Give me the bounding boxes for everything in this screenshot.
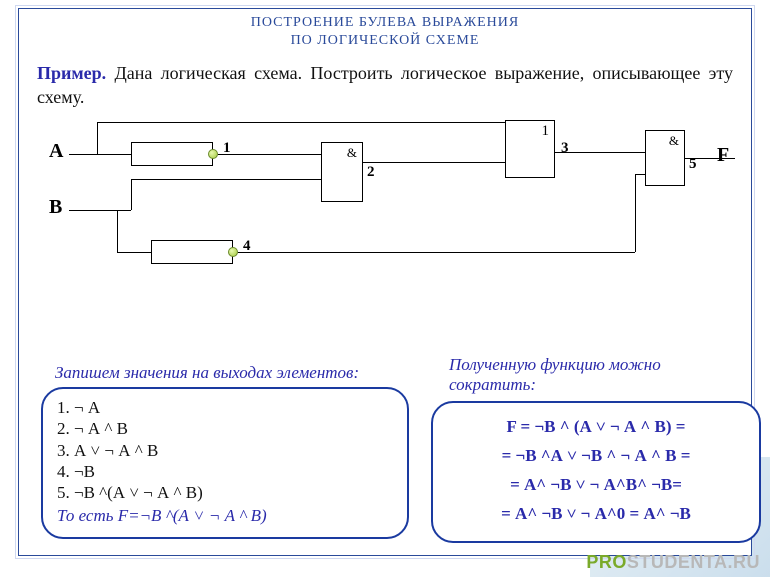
wire — [555, 152, 645, 153]
left-line-5: 5. ¬В ^(А ˅ ¬ А ^ В) — [57, 482, 393, 503]
left-line-3: 3. А ˅ ¬ А ^ В — [57, 440, 393, 461]
or-symbol: 1 — [542, 123, 550, 140]
left-line-4: 4. ¬В — [57, 461, 393, 482]
right-caption: Полученную функцию можно сократить: — [449, 355, 749, 396]
title-line-2: ПО ЛОГИЧЕСКОЙ СХЕМЕ — [19, 33, 751, 49]
right-line-3: = А^ ¬В ˅ ¬ А^В^ ¬В= — [445, 471, 747, 500]
right-line-2: = ¬В ^А ˅ ¬В ^ ¬ А ^ В = — [445, 442, 747, 471]
wire — [635, 174, 645, 175]
inverter-1 — [131, 142, 213, 166]
left-line-2: 2. ¬ А ^ В — [57, 418, 393, 439]
watermark-rest: STUDENTA.RU — [627, 552, 760, 572]
wire — [218, 154, 321, 155]
example-label: Пример. — [37, 63, 106, 83]
left-line-1: 1. ¬ А — [57, 397, 393, 418]
watermark-pro: PRO — [586, 552, 627, 572]
gate-num-3: 3 — [561, 140, 569, 157]
right-box: F = ¬В ^ (А ˅ ¬ А ^ В) = = ¬В ^А ˅ ¬В ^ … — [431, 401, 761, 543]
output-label-f: F — [717, 144, 729, 167]
wire — [685, 158, 735, 159]
wire — [131, 179, 321, 180]
wire — [69, 154, 131, 155]
right-line-1: F = ¬В ^ (А ˅ ¬ А ^ В) = — [445, 413, 747, 442]
title-block: ПОСТРОЕНИЕ БУЛЕВА ВЫРАЖЕНИЯ ПО ЛОГИЧЕСКО… — [19, 9, 751, 49]
left-final: То есть F=¬В ^(А ˅ ¬ А ^ В) — [57, 505, 393, 526]
right-line-4: = А^ ¬В ˅ ¬ А^0 = А^ ¬В — [445, 500, 747, 529]
wire — [69, 210, 131, 211]
input-label-b: B — [49, 196, 62, 219]
inverter-1-bubble — [208, 149, 218, 159]
gate-num-2: 2 — [367, 164, 375, 181]
title-line-1: ПОСТРОЕНИЕ БУЛЕВА ВЫРАЖЕНИЯ — [19, 15, 751, 31]
wire — [97, 122, 98, 154]
wire — [117, 210, 118, 252]
and-gate-5: & — [645, 130, 685, 186]
logic-diagram: A B F 1 & 2 1 3 — [37, 122, 733, 294]
wire — [131, 179, 132, 210]
input-label-a: A — [49, 140, 63, 163]
wire — [363, 162, 505, 163]
or-gate-3: 1 — [505, 120, 555, 178]
slide-frame: ПОСТРОЕНИЕ БУЛЕВА ВЫРАЖЕНИЯ ПО ЛОГИЧЕСКО… — [18, 8, 752, 556]
wire — [238, 252, 635, 253]
left-caption: Запишем значения на выходах элементов: — [55, 363, 359, 383]
wire — [97, 122, 505, 123]
and-symbol-5: & — [669, 133, 679, 149]
left-box: 1. ¬ А 2. ¬ А ^ В 3. А ˅ ¬ А ^ В 4. ¬В 5… — [41, 387, 409, 539]
wire — [117, 252, 151, 253]
inverter-4 — [151, 240, 233, 264]
and-gate-2: & — [321, 142, 363, 202]
intro-paragraph: Пример. Дана логическая схема. Построить… — [19, 49, 751, 110]
and-symbol: & — [347, 145, 357, 161]
wire — [635, 174, 636, 252]
intro-text: Дана логическая схема. Построить логичес… — [37, 63, 733, 107]
watermark: PROSTUDENTA.RU — [586, 552, 760, 573]
inverter-4-bubble — [228, 247, 238, 257]
